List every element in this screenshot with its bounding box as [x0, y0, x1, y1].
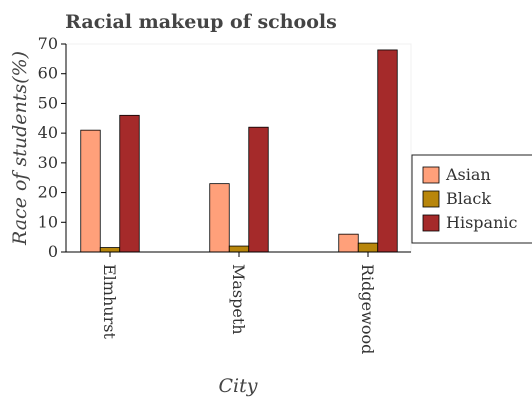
x-tick-label: Maspeth [229, 264, 248, 335]
legend-label-asian: Asian [445, 165, 491, 184]
x-axis-label: City [219, 375, 258, 397]
bar-hispanic-ridgewood [377, 49, 398, 253]
y-tick-label: 60 [38, 64, 58, 83]
legend: Asian Black Hispanic [411, 154, 532, 244]
plot-frame [65, 43, 412, 253]
bar-asian-maspeth [209, 183, 230, 253]
y-tick-label: 40 [38, 123, 58, 142]
y-tick-label: 20 [38, 183, 58, 202]
bar-asian-ridgewood [338, 233, 359, 253]
legend-swatch-black [422, 190, 440, 208]
y-tick-label: 0 [48, 242, 58, 261]
y-tick-label: 50 [38, 93, 58, 112]
y-tick-label: 10 [38, 212, 58, 231]
y-tick-label: 70 [38, 34, 58, 53]
bar-black-ridgewood [357, 242, 379, 253]
y-tick-label: 30 [38, 153, 58, 172]
legend-label-black: Black [446, 189, 491, 208]
bars [80, 49, 398, 253]
legend-swatch-asian [422, 166, 440, 184]
bar-black-maspeth [228, 245, 250, 253]
plot-area: 0 10 20 30 40 50 60 70 Elmhurst Maspeth Ridgewood [38, 34, 412, 354]
x-tick-label: Ridgewood [358, 264, 377, 354]
legend-label-hispanic: Hispanic [446, 213, 517, 232]
bar-black-elmhurst [99, 247, 121, 253]
y-axis-label: Race of students(%) [9, 51, 31, 246]
bar-hispanic-maspeth [248, 126, 269, 253]
chart-title: Racial makeup of schools [65, 11, 337, 33]
legend-swatch-hispanic [422, 214, 440, 232]
x-axis: Elmhurst Maspeth Ridgewood [100, 252, 377, 354]
bar-hispanic-elmhurst [119, 114, 140, 253]
y-axis: 0 10 20 30 40 50 60 70 [38, 34, 66, 261]
x-tick-label: Elmhurst [100, 264, 119, 339]
bar-asian-elmhurst [80, 129, 101, 253]
